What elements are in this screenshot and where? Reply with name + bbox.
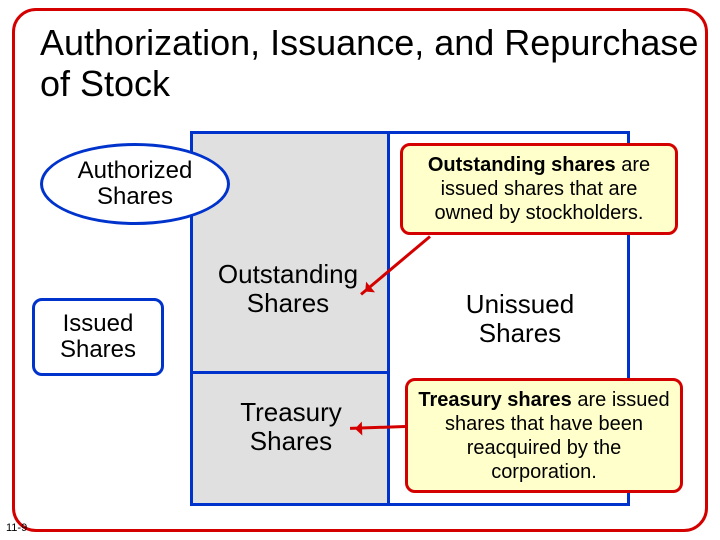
issued-label: Issued Shares xyxy=(32,298,164,376)
unissued-cell-label: Unissued Shares xyxy=(430,290,610,347)
authorized-label: Authorized Shares xyxy=(40,143,230,225)
outstanding-cell-label: Outstanding Shares xyxy=(208,260,368,317)
treasury-note-text: Treasury shares are issued shares that h… xyxy=(418,388,670,484)
grid-divider-vertical xyxy=(387,131,390,506)
outstanding-note-text: Outstanding shares are issued shares tha… xyxy=(413,153,665,225)
treasury-note: Treasury shares are issued shares that h… xyxy=(405,378,683,493)
page-number: 11-9 xyxy=(6,522,27,534)
outstanding-note: Outstanding shares are issued shares tha… xyxy=(400,143,678,235)
grid-divider-horizontal xyxy=(190,371,387,374)
treasury-cell-label: Treasury Shares xyxy=(216,398,366,455)
slide-title: Authorization, Issuance, and Repurchase … xyxy=(40,22,720,105)
